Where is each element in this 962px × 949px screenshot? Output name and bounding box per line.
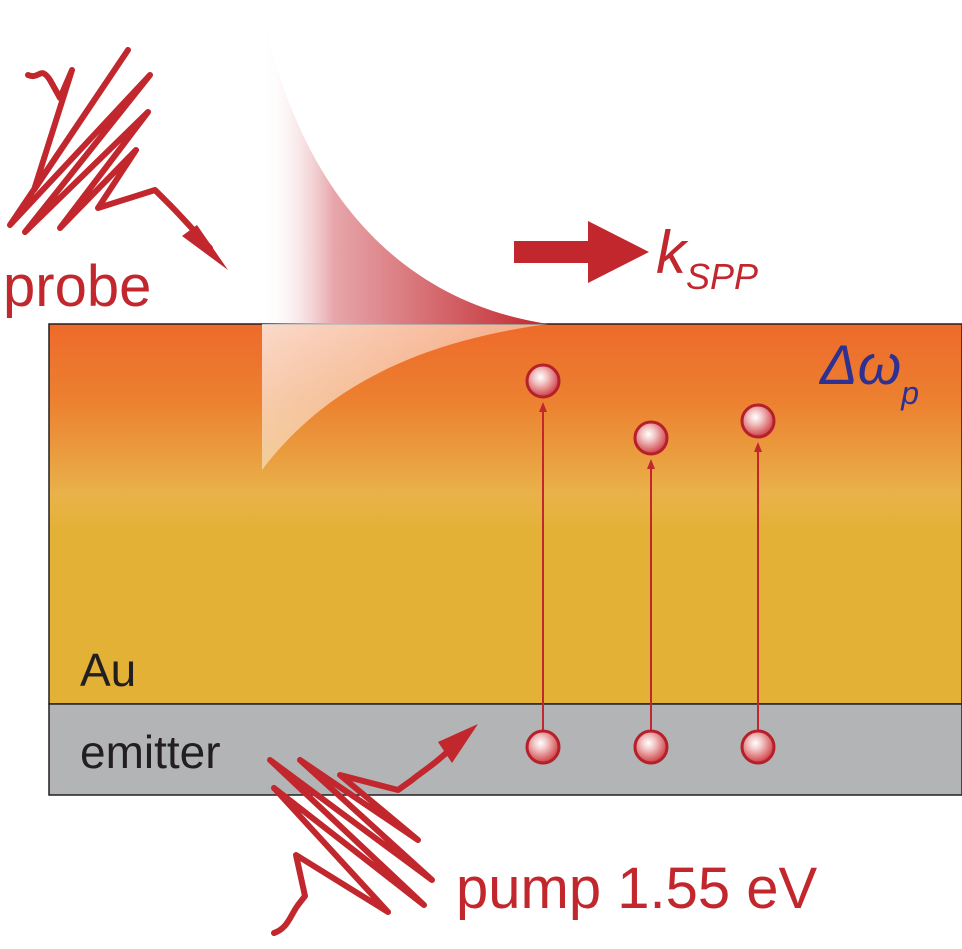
emitter-label: emitter [80,726,221,778]
excited-electron [633,420,669,456]
pump-pulse-wave [267,735,465,936]
plasma-shift-subscript: p [900,375,919,411]
probe-arrowhead [182,225,228,270]
spp-field-above [262,22,548,324]
k-spp-arrow [514,221,649,283]
k-spp-main: k [656,219,689,286]
probe-pulse-wave [7,47,213,251]
pump-arrowhead [438,724,478,763]
spp-field-below [262,324,548,470]
au-label: Au [80,644,136,696]
probe-label: probe [3,254,151,319]
plasma-shift-main: Δω [818,333,901,396]
electron-group [525,363,776,765]
pump-label: pump 1.55 eV [456,856,817,921]
gold-layer [48,323,962,705]
emitter-layer [48,703,962,796]
excited-electron [740,403,776,439]
excited-electron [525,363,561,399]
k-spp-label: kSPP [656,219,758,297]
ground-electron [633,729,669,765]
ground-electron [740,729,776,765]
plasma-shift-label: Δωp [818,333,919,411]
ground-electron [525,729,561,765]
k-spp-subscript: SPP [686,256,758,297]
